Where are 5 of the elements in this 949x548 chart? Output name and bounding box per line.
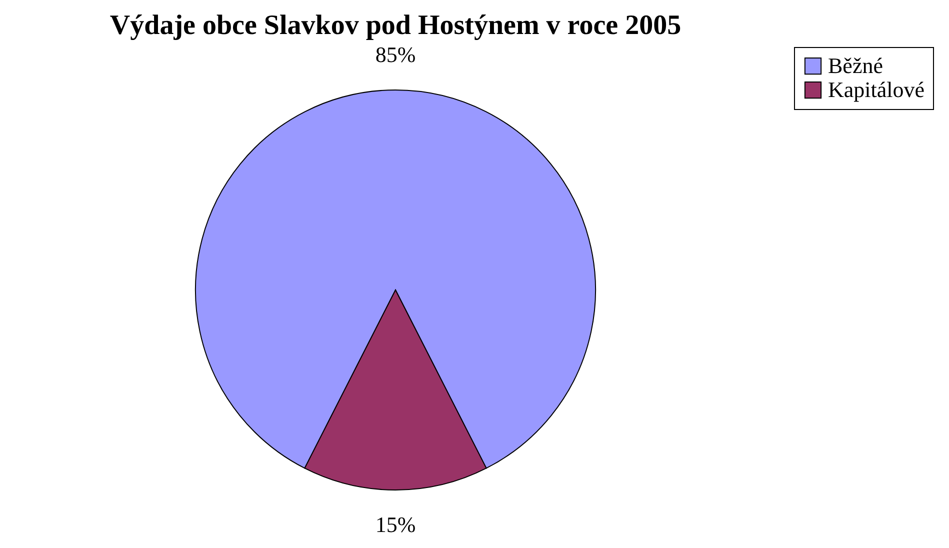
legend-label: Běžné — [828, 53, 883, 78]
data-label: 15% — [375, 512, 416, 537]
legend-label: Kapitálové — [828, 77, 925, 102]
data-label: 85% — [375, 42, 416, 67]
chart-title: Výdaje obce Slavkov pod Hostýnem v roce 2005 — [110, 10, 682, 41]
